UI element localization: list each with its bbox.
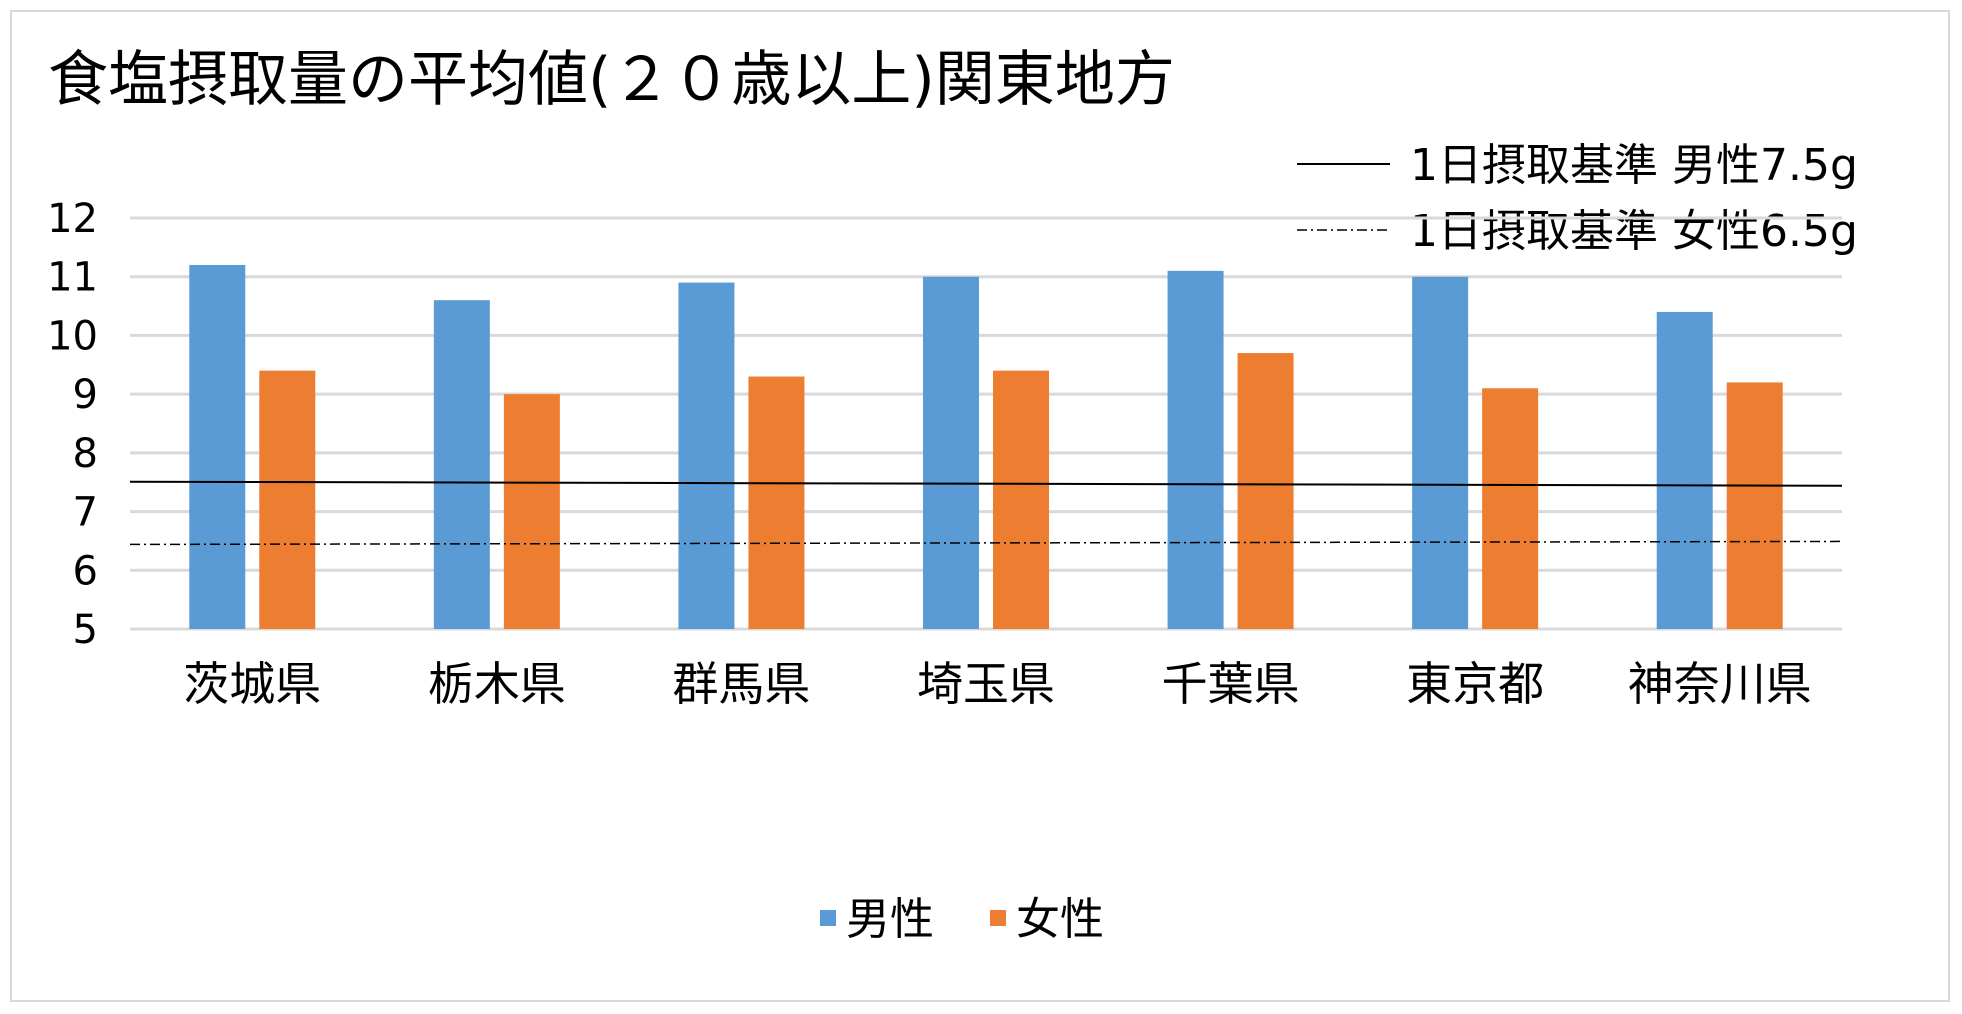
bar-female — [1726, 382, 1783, 629]
gridlines — [130, 216, 1842, 631]
y-tick-label: 8 — [73, 431, 98, 477]
x-category-label: 東京都 — [1406, 657, 1544, 711]
bar-male — [189, 264, 246, 629]
bar-male — [678, 282, 735, 629]
y-tick-label: 12 — [47, 196, 98, 242]
chart-frame: 食塩摂取量の平均値(２０歳以上)関東地方 1日摂取基準 男性7.5g 1日摂取基準… — [10, 10, 1950, 1002]
x-axis-category-labels: 茨城県 栃木県 群馬県 埼玉県 千葉県 東京都 神奈川県 — [183, 657, 1811, 711]
chart-svg: 食塩摂取量の平均値(２０歳以上)関東地方 1日摂取基準 男性7.5g1日摂取基準… — [47, 45, 1858, 945]
bar-female — [993, 370, 1049, 629]
reference-line-female — [129, 540, 1843, 546]
x-category-label: 神奈川県 — [1628, 657, 1812, 711]
reference-legend-label: 1日摂取基準 女性6.5g — [1410, 206, 1858, 257]
y-tick-label: 7 — [73, 490, 98, 536]
bar-female — [1482, 388, 1539, 629]
legend-swatch-female — [990, 910, 1006, 926]
series-legend: 男性 女性 — [820, 894, 1104, 945]
y-tick-label: 11 — [47, 255, 98, 301]
reference-lines — [129, 480, 1843, 546]
bar-female — [503, 394, 560, 629]
x-category-label: 栃木県 — [428, 657, 566, 711]
bar-male — [1167, 270, 1224, 629]
legend-label-female: 女性 — [1016, 894, 1104, 945]
legend-label-male: 男性 — [846, 894, 934, 945]
y-tick-label: 6 — [73, 548, 98, 594]
y-tick-label: 10 — [47, 313, 98, 359]
bars — [189, 264, 1783, 629]
x-category-label: 群馬県 — [672, 657, 810, 711]
reference-line-male — [129, 480, 1843, 487]
bar-male — [923, 276, 979, 629]
y-axis-tick-labels: 5 6 7 8 9 10 11 12 — [47, 196, 98, 653]
bar-male — [1656, 311, 1713, 629]
y-tick-label: 5 — [73, 607, 98, 653]
reference-line-legend: 1日摂取基準 男性7.5g 1日摂取基準 女性6.5g — [1297, 140, 1858, 257]
legend-swatch-male — [820, 910, 836, 926]
bar-female — [259, 370, 316, 629]
x-category-label: 埼玉県 — [917, 657, 1055, 711]
bar-male — [1412, 276, 1469, 629]
x-category-label: 千葉県 — [1162, 657, 1300, 711]
x-category-label: 茨城県 — [183, 657, 321, 711]
bar-male — [433, 300, 490, 629]
chart-title: 食塩摂取量の平均値(２０歳以上)関東地方 — [48, 45, 1175, 115]
y-tick-label: 9 — [73, 372, 98, 418]
bar-female — [748, 376, 805, 629]
bar-female — [1237, 353, 1294, 629]
reference-legend-label: 1日摂取基準 男性7.5g — [1410, 140, 1858, 191]
